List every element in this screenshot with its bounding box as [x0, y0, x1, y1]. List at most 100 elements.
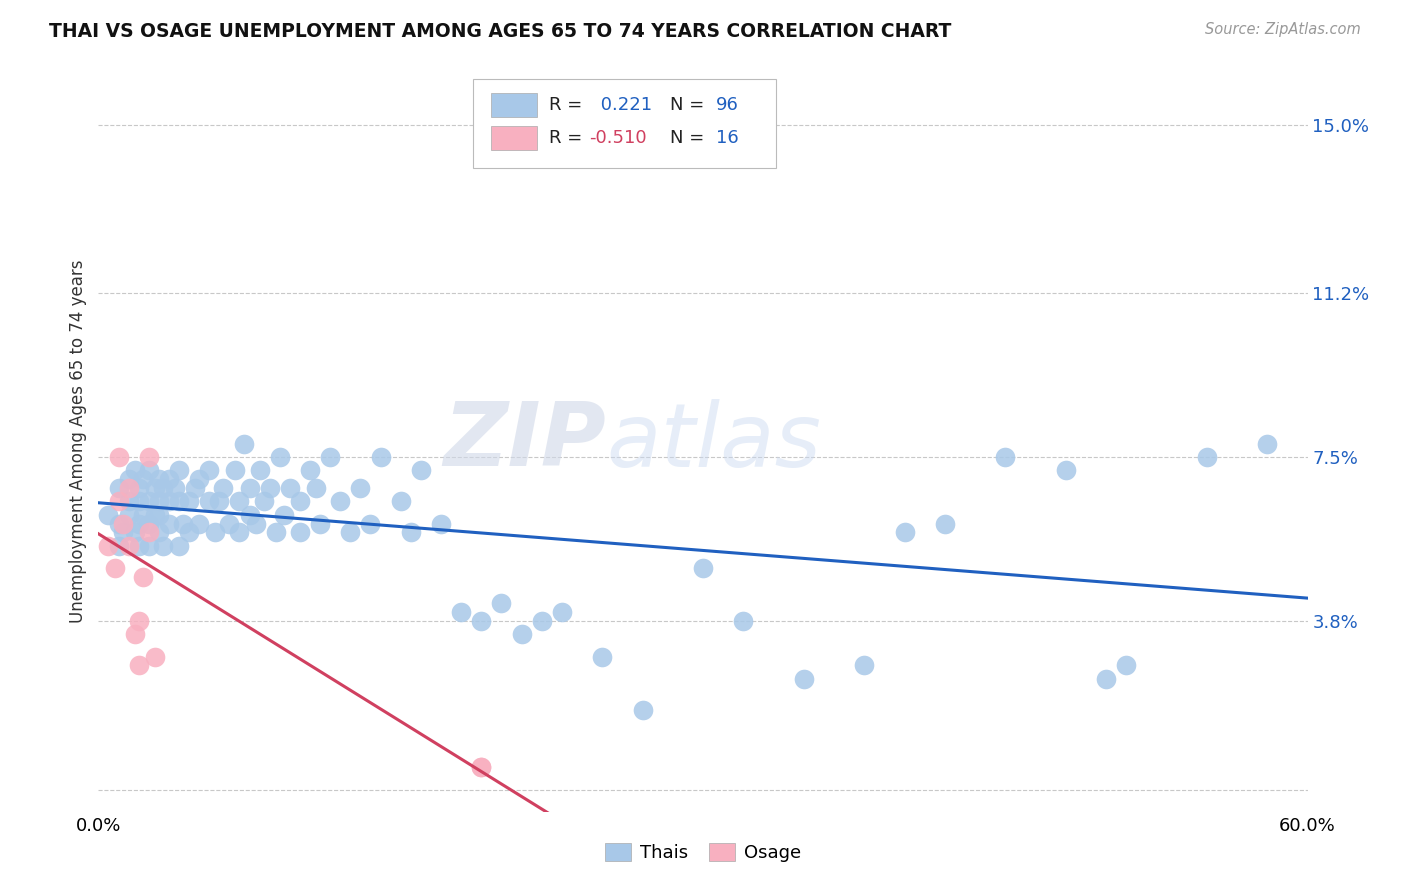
Point	[143, 508, 166, 522]
Point	[208, 494, 231, 508]
Point	[118, 472, 141, 486]
Point	[167, 494, 190, 508]
Point	[450, 605, 472, 619]
Point	[167, 463, 190, 477]
Point	[111, 516, 134, 531]
Point	[232, 436, 254, 450]
Text: THAI VS OSAGE UNEMPLOYMENT AMONG AGES 65 TO 74 YEARS CORRELATION CHART: THAI VS OSAGE UNEMPLOYMENT AMONG AGES 65…	[49, 22, 952, 41]
Point	[128, 539, 150, 553]
Point	[470, 760, 492, 774]
Point	[148, 508, 170, 522]
Point	[259, 481, 281, 495]
Point	[143, 649, 166, 664]
Point	[329, 494, 352, 508]
Point	[360, 516, 382, 531]
Point	[1095, 672, 1118, 686]
Point	[1256, 436, 1278, 450]
Point	[228, 525, 250, 540]
Point	[157, 472, 180, 486]
Point	[198, 494, 221, 508]
Text: -0.510: -0.510	[589, 129, 647, 147]
Point	[107, 481, 129, 495]
Text: 0.221: 0.221	[595, 95, 652, 113]
Point	[218, 516, 240, 531]
Point	[305, 481, 328, 495]
Point	[1115, 658, 1137, 673]
Y-axis label: Unemployment Among Ages 65 to 74 years: Unemployment Among Ages 65 to 74 years	[69, 260, 87, 624]
Point	[172, 516, 194, 531]
Text: 16: 16	[716, 129, 740, 147]
Point	[733, 614, 755, 628]
Text: N =: N =	[671, 129, 710, 147]
Text: 96: 96	[716, 95, 740, 113]
FancyBboxPatch shape	[492, 126, 537, 150]
Point	[124, 627, 146, 641]
Point	[692, 561, 714, 575]
Point	[934, 516, 956, 531]
Point	[138, 516, 160, 531]
Point	[409, 463, 432, 477]
Point	[249, 463, 271, 477]
Point	[128, 516, 150, 531]
Point	[107, 494, 129, 508]
Point	[184, 481, 207, 495]
Point	[278, 481, 301, 495]
Point	[163, 481, 186, 495]
Text: R =: R =	[550, 95, 589, 113]
Point	[128, 481, 150, 495]
Point	[138, 463, 160, 477]
Point	[148, 472, 170, 486]
Point	[309, 516, 332, 531]
Point	[107, 539, 129, 553]
Point	[107, 450, 129, 464]
Point	[198, 463, 221, 477]
Point	[288, 525, 311, 540]
Point	[118, 481, 141, 495]
Point	[551, 605, 574, 619]
Point	[491, 596, 513, 610]
Point	[132, 508, 155, 522]
Point	[148, 494, 170, 508]
Point	[264, 525, 287, 540]
Point	[399, 525, 422, 540]
Point	[179, 494, 201, 508]
Legend: Thais, Osage: Thais, Osage	[598, 836, 808, 870]
Point	[631, 703, 654, 717]
FancyBboxPatch shape	[492, 93, 537, 117]
Point	[132, 472, 155, 486]
Point	[339, 525, 361, 540]
Point	[107, 516, 129, 531]
Point	[157, 516, 180, 531]
Point	[97, 508, 120, 522]
Point	[510, 627, 533, 641]
FancyBboxPatch shape	[474, 78, 776, 168]
Point	[128, 658, 150, 673]
Point	[188, 516, 211, 531]
Point	[118, 539, 141, 553]
Point	[389, 494, 412, 508]
Point	[124, 463, 146, 477]
Point	[470, 614, 492, 628]
Point	[152, 539, 174, 553]
Point	[269, 450, 291, 464]
Point	[111, 525, 134, 540]
Point	[349, 481, 371, 495]
Point	[299, 463, 322, 477]
Point	[228, 494, 250, 508]
Text: ZIP: ZIP	[443, 398, 606, 485]
Point	[793, 672, 815, 686]
Point	[530, 614, 553, 628]
Point	[179, 525, 201, 540]
Point	[239, 481, 262, 495]
Text: R =: R =	[550, 129, 589, 147]
Point	[239, 508, 262, 522]
Point	[148, 525, 170, 540]
Point	[128, 614, 150, 628]
Text: atlas: atlas	[606, 399, 821, 484]
Point	[204, 525, 226, 540]
Point	[143, 481, 166, 495]
Point	[118, 508, 141, 522]
Point	[138, 525, 160, 540]
Point	[853, 658, 876, 673]
Point	[138, 450, 160, 464]
